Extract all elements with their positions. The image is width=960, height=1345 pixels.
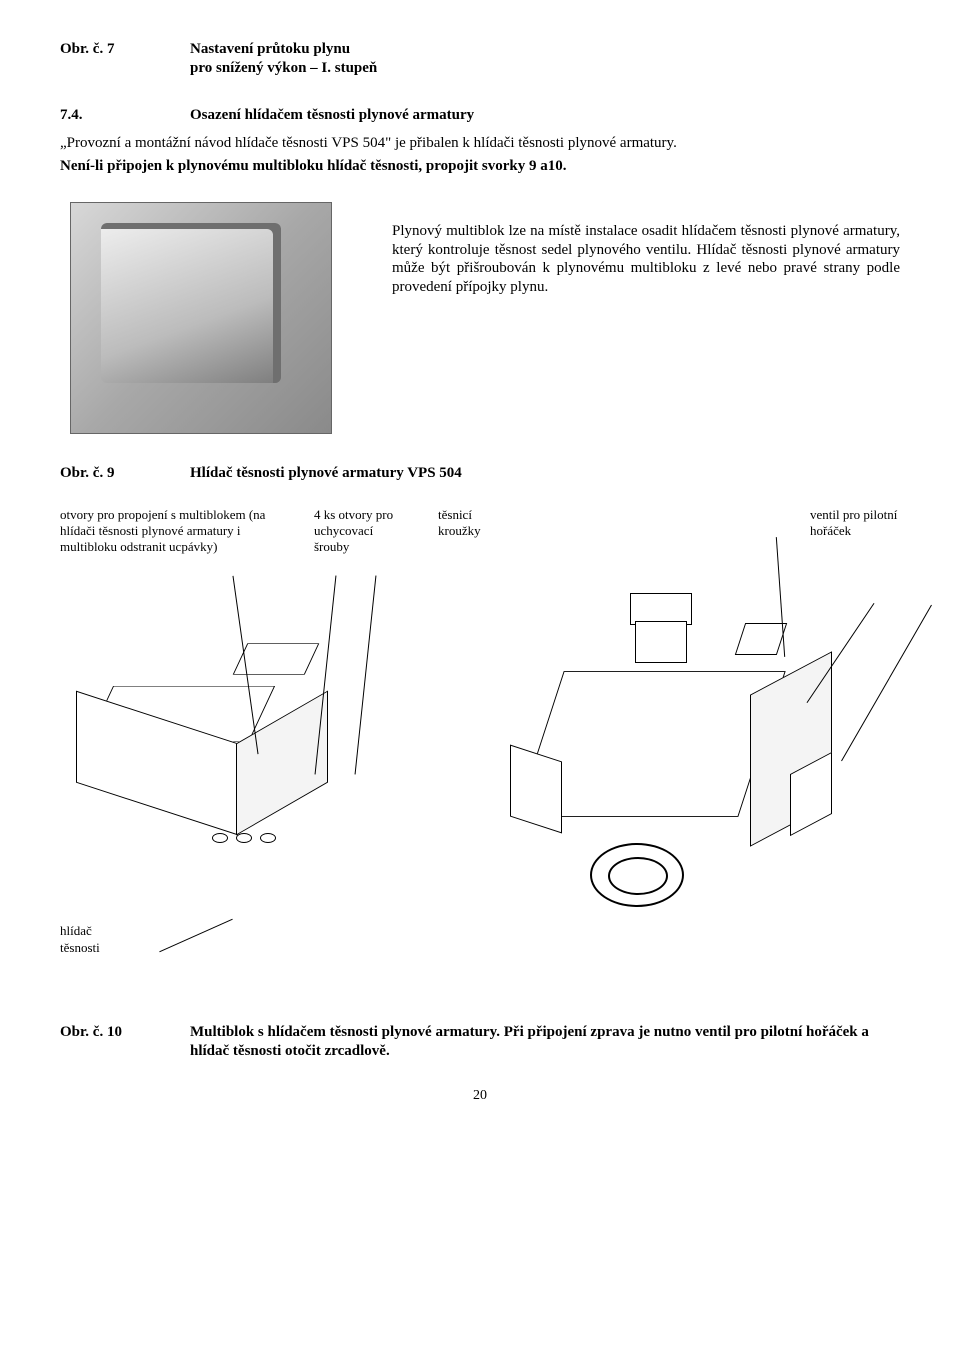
figure10-header: Obr. č. 10 Multiblok s hlídačem těsnosti… — [60, 1023, 900, 1061]
photo-side-text: Plynový multiblok lze na místě instalace… — [392, 202, 900, 434]
left-side-box — [510, 745, 562, 834]
figure9-header: Obr. č. 9 Hlídač těsnosti plynové armatu… — [60, 464, 900, 483]
leader-line — [841, 605, 932, 761]
annotation-pilot-valve: ventil pro pilotní hořáček — [810, 507, 900, 540]
figure9-title: Hlídač těsnosti plynové armatury VPS 504 — [190, 464, 462, 483]
section-title: Osazení hlídačem těsnosti plynové armatu… — [190, 106, 474, 125]
front-flange-ring — [590, 843, 684, 907]
annotation-screw-holes: 4 ks otvory pro uchycovací šrouby — [314, 507, 404, 556]
leader-line — [355, 576, 377, 775]
annotation-seal-rings: těsnicí kroužky — [438, 507, 508, 540]
page-number: 20 — [60, 1087, 900, 1105]
figure7-header: Obr. č. 7 Nastavení průtoku plynu pro sn… — [60, 40, 900, 78]
top-cylinder-body — [635, 621, 687, 663]
figure10-title: Multiblok s hlídačem těsnosti plynové ar… — [190, 1023, 900, 1061]
hole-icon — [260, 833, 276, 843]
hole-row — [212, 833, 276, 843]
figure10-label: Obr. č. 10 — [60, 1023, 190, 1061]
leader-line — [807, 603, 875, 703]
paragraph-1: „Provozní a montážní návod hlídače těsno… — [60, 134, 900, 153]
annotation-holes-multiblock: otvory pro propojení s multiblokem (na h… — [60, 507, 280, 556]
paragraph-2: Není-li připojen k plynovému multibloku … — [60, 157, 900, 176]
figure7-label: Obr. č. 7 — [60, 40, 190, 78]
figure9-diagram: hlídač těsnosti — [60, 563, 900, 983]
annotation-tightness-guard: hlídač těsnosti — [60, 923, 100, 956]
leader-line — [159, 919, 232, 952]
section-7-4-header: 7.4. Osazení hlídačem těsnosti plynové a… — [60, 106, 900, 125]
hole-icon — [236, 833, 252, 843]
annotation-row: otvory pro propojení s multiblokem (na h… — [60, 507, 900, 556]
device-photo — [70, 202, 332, 434]
figure9-label: Obr. č. 9 — [60, 464, 190, 483]
section-number: 7.4. — [60, 106, 190, 125]
figure7-title: Nastavení průtoku plynu pro snížený výko… — [190, 40, 377, 78]
hole-icon — [212, 833, 228, 843]
figure7-title-line2: pro snížený výkon – I. stupeň — [190, 59, 377, 78]
photo-block: Plynový multiblok lze na místě instalace… — [60, 202, 900, 434]
small-top-box — [735, 623, 787, 655]
figure7-title-line1: Nastavení průtoku plynu — [190, 40, 377, 59]
